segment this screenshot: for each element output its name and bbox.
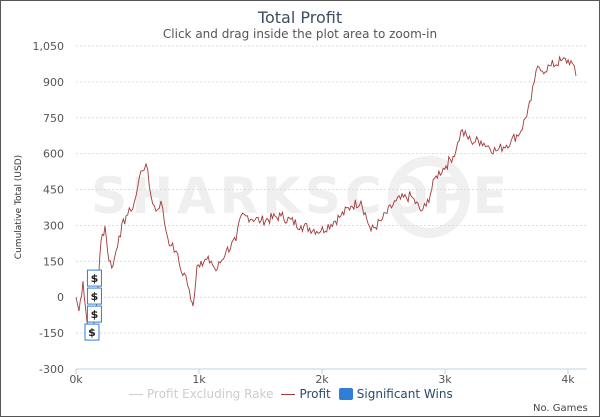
legend-item-significant-wins[interactable]: Significant Wins (338, 387, 453, 401)
y-tick-label: 450 (43, 184, 64, 197)
y-tick-label: 150 (43, 255, 64, 268)
profit-series-line (75, 55, 577, 341)
y-tick-label: 1,050 (33, 40, 65, 53)
x-tick-label: 4k (561, 373, 575, 386)
dollar-icon: $ (91, 290, 99, 303)
flag-box (86, 269, 102, 287)
legend-line-swatch (129, 393, 143, 395)
y-tick-label: 900 (43, 76, 64, 89)
legend-box-swatch (338, 388, 353, 400)
significant-win-marker[interactable]: $ (86, 305, 102, 323)
legend-label: Profit Excluding Rake (147, 387, 274, 401)
y-tick-label: 300 (43, 219, 64, 232)
flag-box (84, 323, 100, 341)
y-tick-label: 0 (57, 291, 64, 304)
y-axis-title: Cumulative Total (USD) (14, 155, 24, 259)
watermark-text: SHARKSCOPE (91, 167, 511, 225)
legend-item-profit-excl-rake[interactable]: Profit Excluding Rake (129, 387, 273, 401)
dollar-icon: $ (88, 326, 96, 339)
flag-box (86, 287, 102, 305)
chart-subtitle: Click and drag inside the plot area to z… (162, 27, 438, 41)
flag-box (86, 305, 102, 323)
x-axis-title: No. Games (533, 403, 588, 414)
dollar-icon: $ (91, 272, 99, 285)
x-tick-label: 3k (438, 373, 452, 386)
dollar-icon: $ (91, 308, 99, 321)
chart-title: Total Profit (257, 8, 343, 27)
legend: Profit Excluding Rake Profit Significant… (129, 387, 457, 401)
legend-label: Profit (299, 387, 331, 401)
y-tick-label: 750 (43, 112, 64, 125)
significant-win-marker[interactable]: $ (86, 269, 102, 287)
legend-line-swatch (281, 393, 296, 395)
x-tick-label: 1k (192, 373, 206, 386)
x-tick-label: 2k (315, 373, 329, 386)
significant-win-marker[interactable]: $ (86, 287, 102, 305)
significant-win-marker[interactable]: $ (84, 323, 100, 341)
legend-item-profit[interactable]: Profit (281, 387, 331, 401)
watermark-crosshair-icon (388, 156, 470, 238)
y-tick-label: -150 (39, 327, 64, 340)
legend-label: Significant Wins (356, 387, 453, 401)
y-tick-label: 600 (43, 148, 64, 161)
y-tick-label: -300 (39, 363, 64, 376)
x-tick-label: 0k (69, 373, 83, 386)
